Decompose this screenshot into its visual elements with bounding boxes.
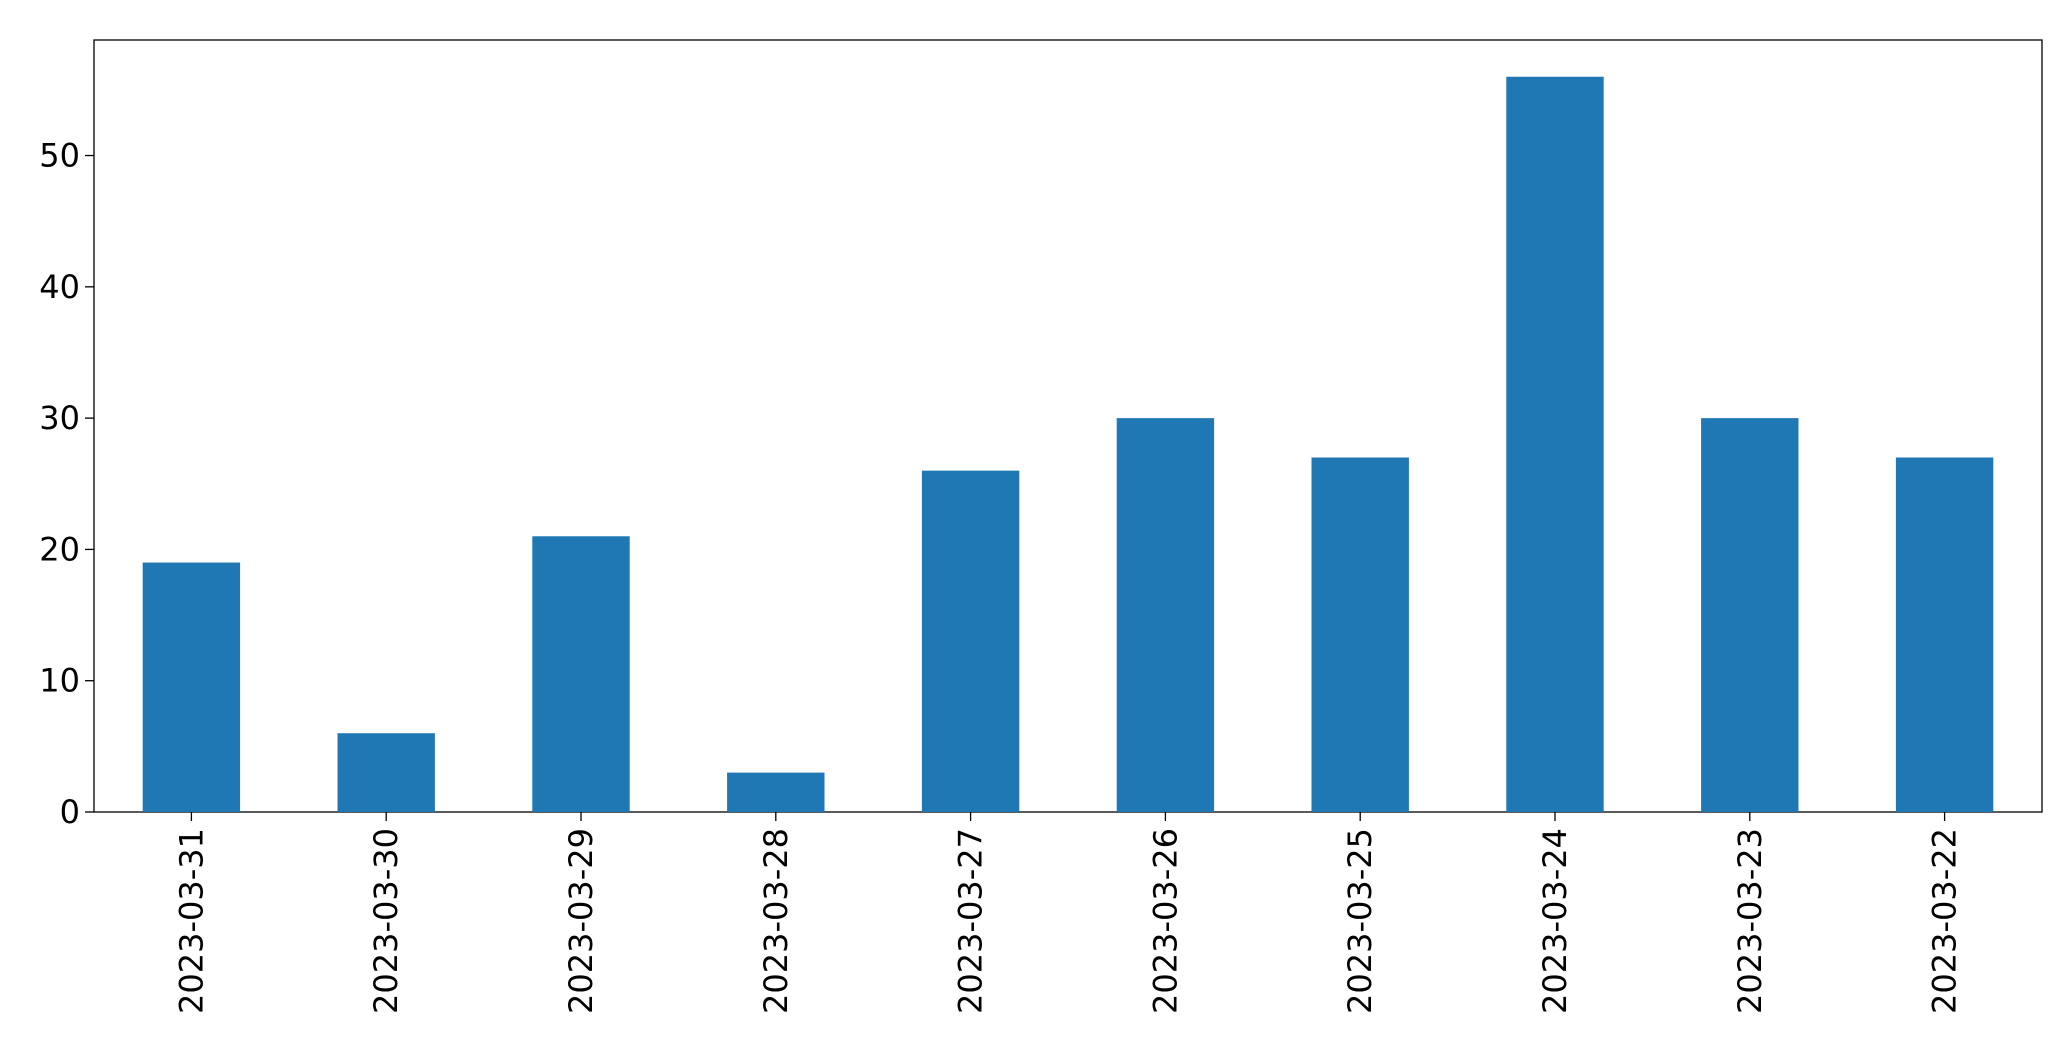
bar	[1116, 418, 1215, 812]
y-tick-label: 40	[39, 268, 80, 306]
x-tick-label: 2023-03-30	[367, 828, 405, 1014]
y-tick-label: 0	[60, 793, 80, 831]
x-tick-label: 2023-03-26	[1146, 828, 1184, 1014]
bar	[921, 470, 1020, 812]
bar	[727, 772, 825, 812]
x-tick-label: 2023-03-28	[757, 828, 795, 1014]
y-tick-label: 10	[39, 662, 80, 700]
bar	[1311, 457, 1409, 812]
bar	[532, 536, 630, 812]
x-tick-label: 2023-03-27	[952, 828, 990, 1014]
x-tick-label: 2023-03-29	[562, 828, 600, 1014]
bar	[142, 562, 241, 812]
y-tick-label: 50	[39, 137, 80, 175]
y-tick-label: 20	[39, 530, 80, 568]
bar	[1701, 418, 1799, 812]
x-tick-label: 2023-03-25	[1341, 828, 1379, 1014]
x-tick-label: 2023-03-31	[172, 828, 210, 1014]
plot-frame	[93, 39, 2043, 813]
x-tick-label: 2023-03-24	[1536, 828, 1574, 1014]
x-tick-label: 2023-03-22	[1926, 828, 1964, 1014]
y-tick-label: 30	[39, 399, 80, 437]
x-tick-label: 2023-03-23	[1731, 828, 1769, 1014]
bar	[337, 733, 435, 812]
bar	[1895, 457, 1994, 812]
bar	[1506, 76, 1604, 812]
